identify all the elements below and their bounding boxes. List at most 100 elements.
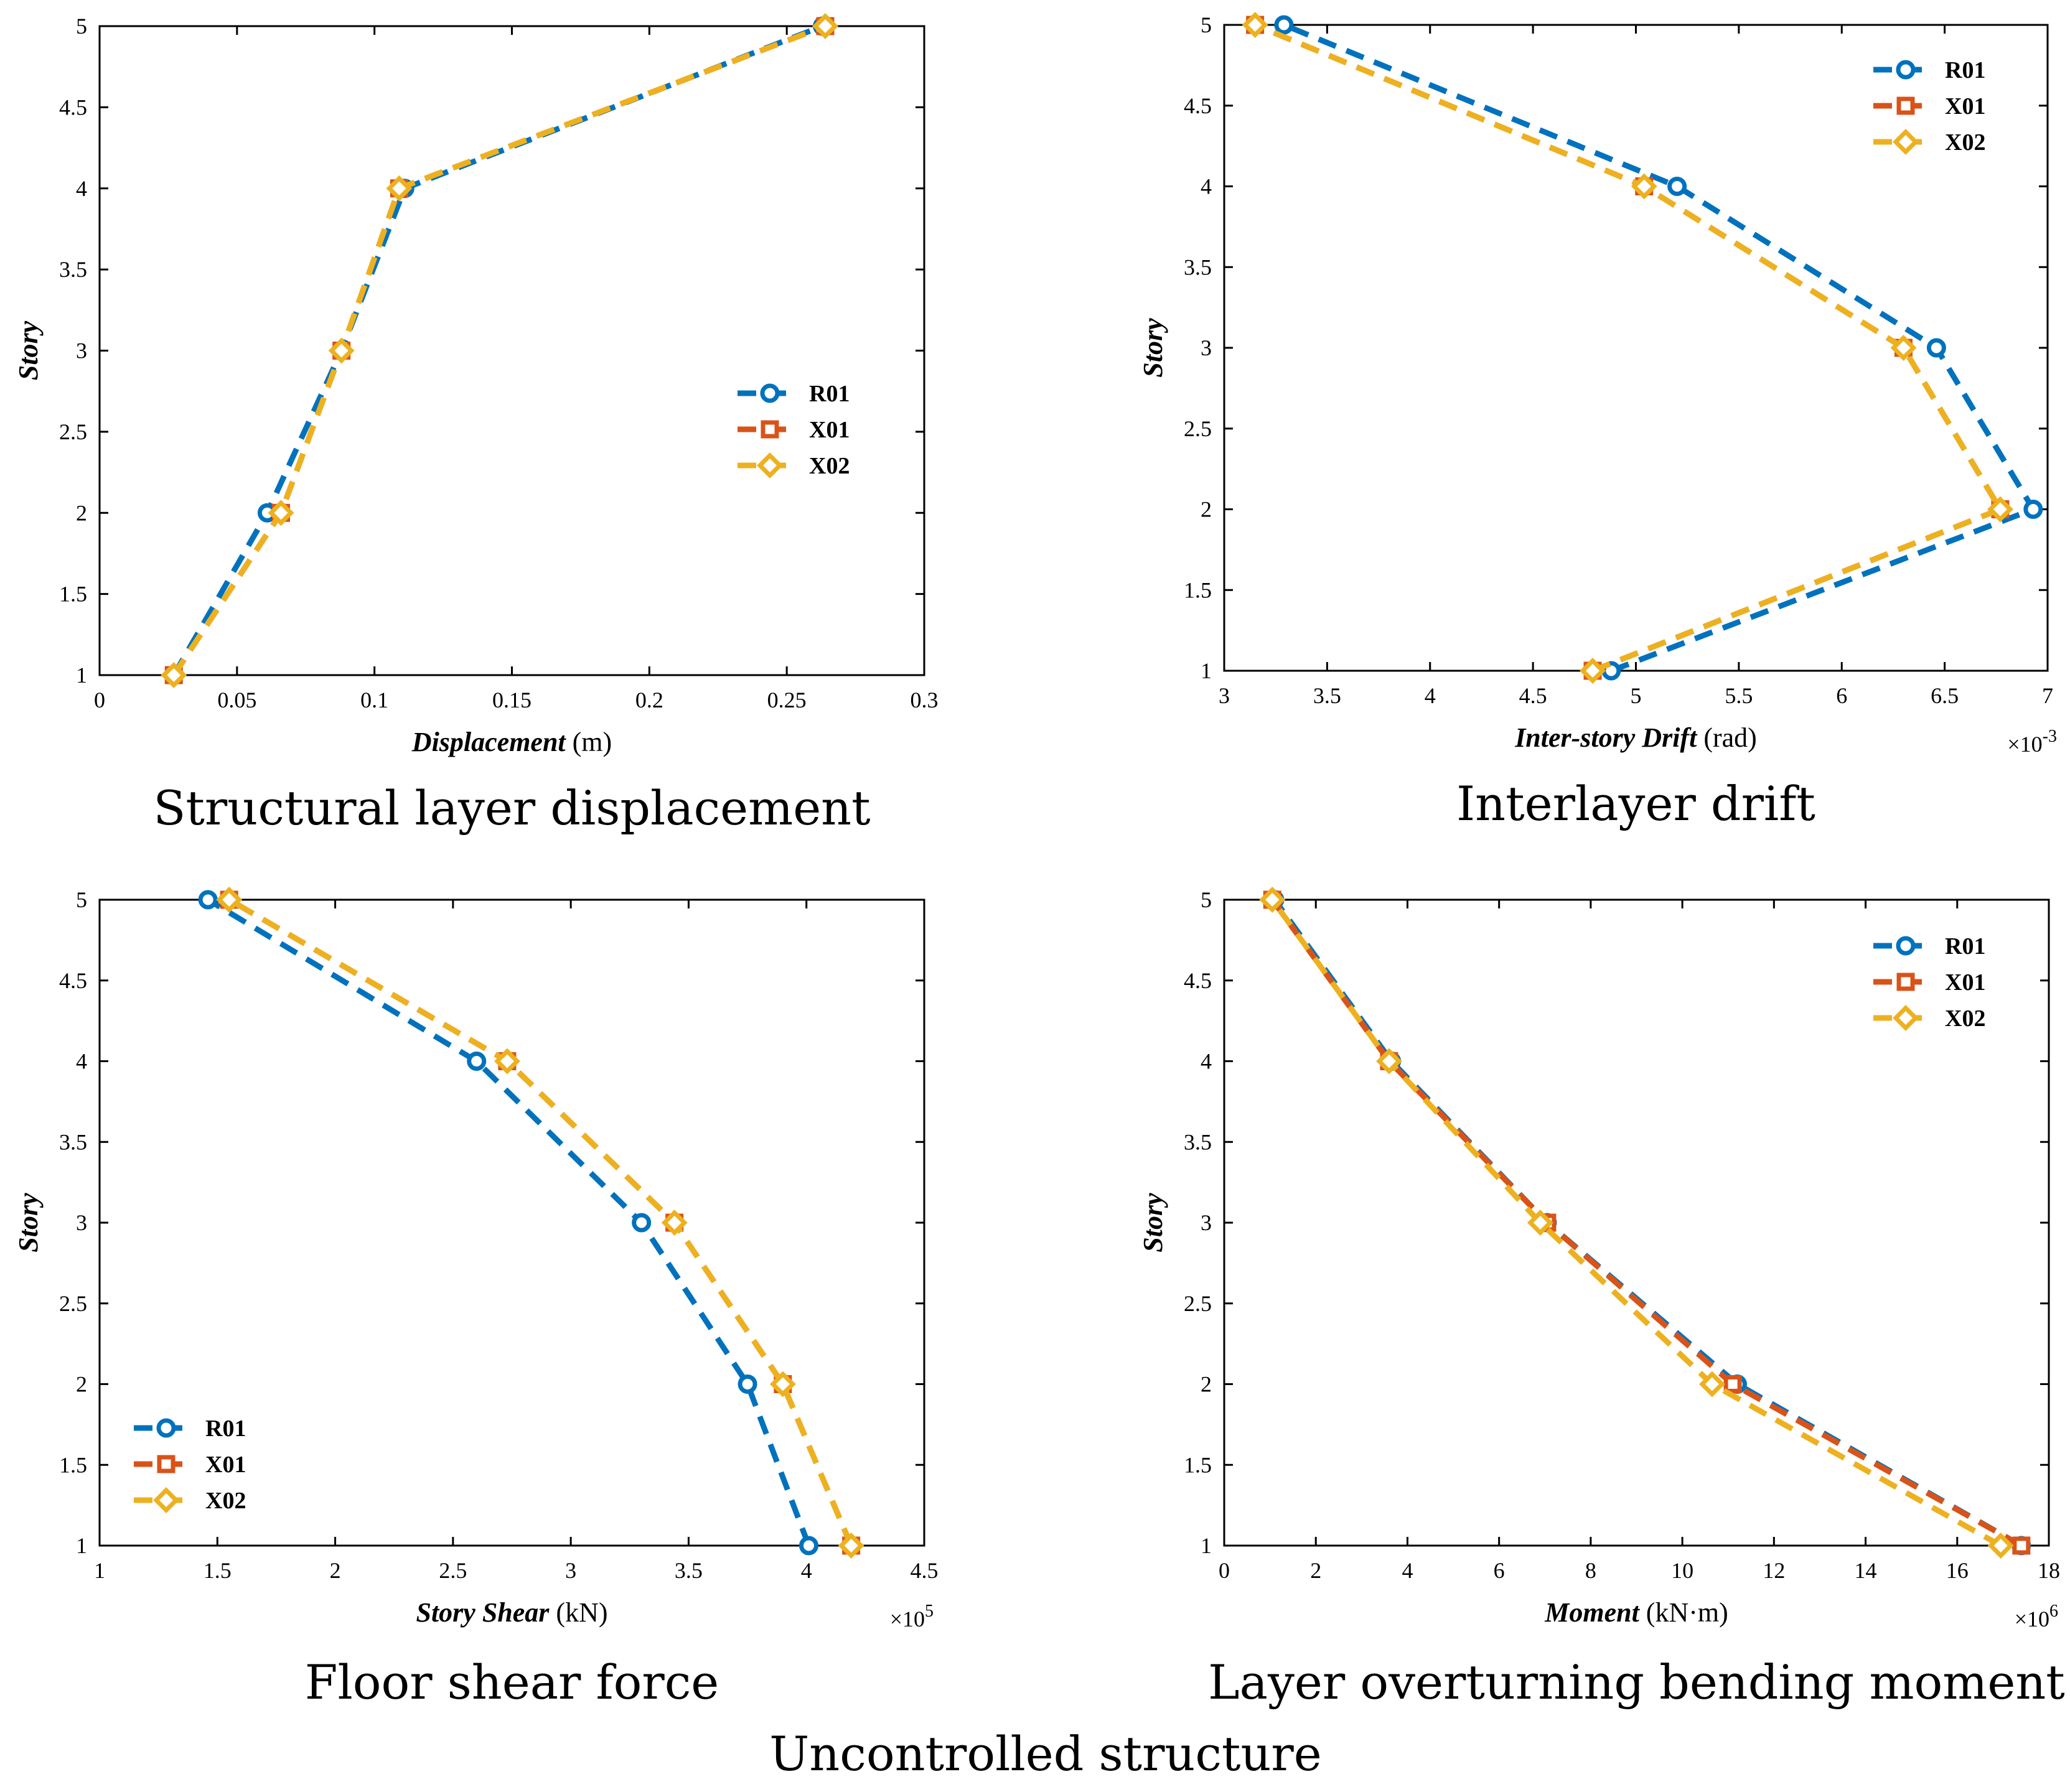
x-tick-label: 5.5 bbox=[1725, 683, 1753, 708]
axes-box bbox=[98, 898, 925, 1547]
x-tick-label: 18 bbox=[2038, 1558, 2060, 1583]
x-axis-label: Displacement (m) bbox=[411, 727, 612, 757]
x-tick-label: 0 bbox=[1219, 1558, 1230, 1583]
x-tick-label: 1 bbox=[94, 1558, 105, 1583]
x-axis-label: Moment (kN·m) bbox=[1544, 1597, 1728, 1628]
y-tick-label: 4.5 bbox=[59, 95, 87, 119]
legend-label-r01: R01 bbox=[809, 381, 850, 407]
legend-marker-x02 bbox=[1893, 1005, 1919, 1031]
legend: R01 X01 X02 bbox=[738, 381, 850, 479]
y-tick-label: 2.5 bbox=[1184, 416, 1212, 441]
legend-marker-x01 bbox=[157, 1455, 176, 1473]
data-point-r01 bbox=[738, 1374, 757, 1394]
series-x02 bbox=[161, 13, 838, 688]
legend-label-r01: R01 bbox=[1945, 933, 1985, 959]
y-tick-label: 2.5 bbox=[59, 1291, 87, 1316]
y-tick-label: 3 bbox=[76, 338, 87, 363]
series-line-x02 bbox=[171, 23, 827, 677]
data-point-r01 bbox=[799, 1536, 818, 1556]
x-axis-label-unit: (rad) bbox=[1697, 722, 1757, 753]
x-tick-label: 6 bbox=[1836, 683, 1847, 708]
x-axis-label-name: Story Shear bbox=[416, 1597, 550, 1628]
y-axis-label: Story bbox=[1138, 318, 1168, 378]
series-line-x01 bbox=[1270, 898, 2023, 1548]
series-x01 bbox=[220, 890, 861, 1555]
legend-label-x02: X02 bbox=[205, 1488, 246, 1514]
x-tick-label: 2 bbox=[1310, 1558, 1321, 1583]
series-r01 bbox=[198, 890, 818, 1556]
legend-label-x01: X01 bbox=[1945, 93, 1985, 119]
x-axis-multiplier-exponent: 5 bbox=[925, 1602, 934, 1621]
y-tick-label: 2 bbox=[1201, 497, 1212, 522]
panel-caption: Floor shear force bbox=[305, 1654, 719, 1710]
legend-label-x01: X01 bbox=[809, 417, 850, 443]
series-line-x01 bbox=[171, 23, 827, 677]
x-tick-label: 0.3 bbox=[911, 688, 939, 712]
y-tick-label: 1 bbox=[76, 1533, 87, 1558]
data-point-x01 bbox=[1723, 1375, 1742, 1393]
y-tick-label: 4 bbox=[76, 176, 87, 201]
x-tick-label: 3 bbox=[1219, 683, 1230, 708]
data-point-x02 bbox=[769, 1371, 796, 1398]
x-axis-label-unit: (kN·m) bbox=[1639, 1597, 1728, 1628]
axes-box bbox=[98, 25, 925, 676]
x-axis-multiplier: ×105 bbox=[890, 1602, 934, 1631]
x-axis-label-name: Moment bbox=[1544, 1597, 1640, 1628]
data-point-x02 bbox=[661, 1210, 688, 1236]
y-tick-label: 1.5 bbox=[1184, 577, 1212, 602]
legend-marker-x02 bbox=[757, 452, 783, 478]
x-tick-label: 0.25 bbox=[767, 688, 807, 712]
y-tick-label: 2 bbox=[76, 500, 87, 525]
y-axis-label: Story bbox=[13, 320, 44, 380]
data-point-x02 bbox=[216, 887, 243, 913]
data-point-x02 bbox=[1890, 335, 1917, 361]
y-tick-label: 2 bbox=[1201, 1372, 1212, 1397]
data-point-x02 bbox=[1527, 1210, 1553, 1236]
y-tick-label: 3 bbox=[1201, 335, 1212, 360]
legend-marker-x01 bbox=[1896, 973, 1915, 991]
x-axis-multiplier-exponent: -3 bbox=[2043, 727, 2057, 746]
y-tick-label: 5 bbox=[1201, 12, 1212, 37]
y-tick-label: 3 bbox=[1201, 1210, 1212, 1235]
y-tick-label: 2.5 bbox=[1184, 1291, 1212, 1316]
data-point-r01 bbox=[467, 1052, 487, 1071]
data-point-r01 bbox=[1667, 177, 1687, 196]
y-tick-label: 4.5 bbox=[59, 968, 87, 993]
legend: R01 X01 X02 bbox=[1873, 933, 1985, 1032]
legend-marker-x01 bbox=[761, 420, 779, 439]
series-line-r01 bbox=[1272, 898, 2023, 1548]
legend-label-x02: X02 bbox=[1945, 1006, 1985, 1032]
x-tick-label: 14 bbox=[1855, 1558, 1877, 1583]
x-tick-label: 4 bbox=[1402, 1558, 1413, 1583]
x-axis-multiplier: ×10-3 bbox=[2007, 727, 2057, 757]
series-r01 bbox=[1265, 890, 2031, 1556]
data-point-x02 bbox=[328, 337, 355, 364]
x-tick-label: 0.05 bbox=[217, 688, 256, 712]
x-tick-label: 3.5 bbox=[1313, 683, 1341, 708]
y-tick-label: 2 bbox=[76, 1372, 87, 1397]
y-tick-label: 5 bbox=[76, 14, 87, 39]
legend-marker-r01 bbox=[156, 1418, 176, 1438]
x-axis-label-unit: (m) bbox=[566, 727, 612, 757]
chart-displacement: 0 0.05 0.1 0.15 0.2 0.25 0.3 1 1.5 2 2.5 3 3.5 4 4.5 5 D… bbox=[13, 13, 939, 836]
legend-marker-x02 bbox=[153, 1487, 179, 1513]
series-x01 bbox=[1263, 890, 2031, 1555]
panel-caption: Interlayer drift bbox=[1456, 776, 1815, 831]
y-tick-label: 3.5 bbox=[59, 257, 87, 282]
x-axis-multiplier-base: ×10 bbox=[890, 1607, 925, 1631]
y-tick-label: 5 bbox=[76, 887, 87, 912]
y-axis-label: Story bbox=[13, 1193, 44, 1253]
data-point-x02 bbox=[386, 175, 413, 202]
x-tick-label: 0 bbox=[94, 688, 105, 712]
series-x02 bbox=[1242, 12, 2013, 684]
x-tick-label: 4 bbox=[1425, 683, 1436, 708]
legend-label-r01: R01 bbox=[1945, 57, 1985, 83]
y-tick-label: 3 bbox=[76, 1210, 87, 1235]
series-r01 bbox=[1274, 15, 2043, 681]
y-tick-label: 1.5 bbox=[1184, 1452, 1212, 1477]
data-point-r01 bbox=[1926, 338, 1946, 358]
data-point-x02 bbox=[812, 13, 838, 39]
data-point-r01 bbox=[632, 1213, 652, 1233]
data-point-x02 bbox=[1580, 658, 1606, 684]
x-tick-label: 0.1 bbox=[360, 688, 388, 712]
